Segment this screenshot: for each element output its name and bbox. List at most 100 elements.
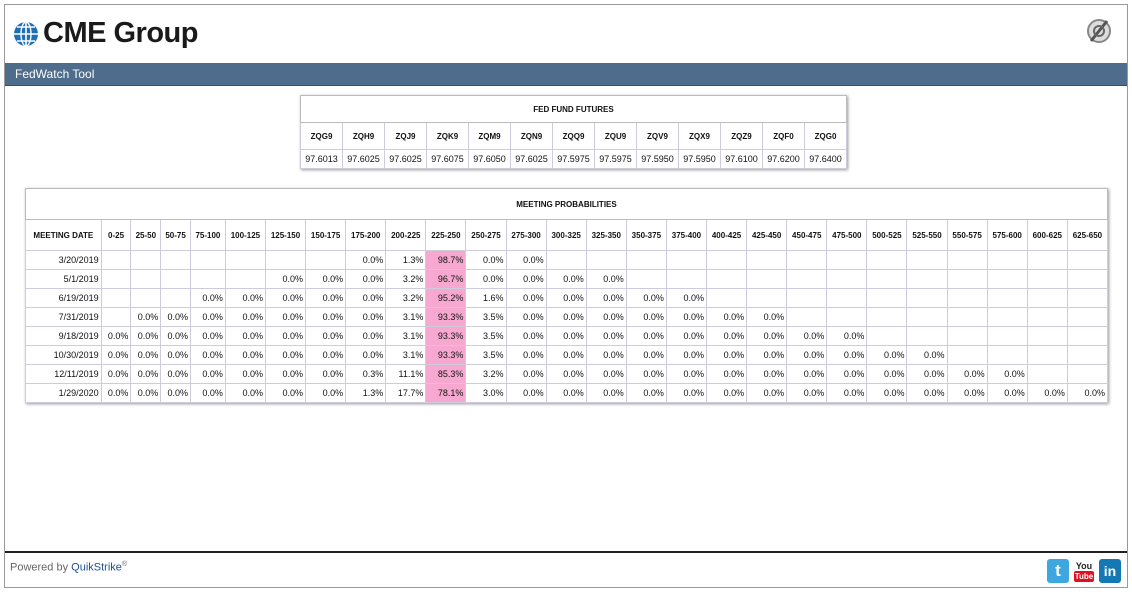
probability-cell — [224, 250, 266, 270]
probability-cell: 0.0% — [665, 383, 708, 403]
probability-cell — [866, 326, 908, 346]
probability-cell: 93.3% — [425, 326, 467, 346]
probability-cell: 0.0% — [100, 345, 132, 365]
probability-cell: 0.0% — [189, 307, 226, 327]
price-cell: 97.6200 — [762, 149, 805, 169]
probability-cell: 85.3% — [425, 364, 467, 384]
probability-cell: 0.0% — [786, 364, 828, 384]
probability-cell — [746, 288, 788, 308]
twitter-icon[interactable]: t — [1047, 559, 1069, 583]
meeting-row: 3/20/2019 0.0% 1.3% 98.7% 0.0% 0.0% — [25, 250, 1109, 270]
probability-cell: 0.0% — [264, 326, 307, 346]
probability-cell: 0.0% — [224, 345, 266, 365]
probability-cell: 0.0% — [505, 288, 547, 308]
probability-cell: 0.0% — [130, 326, 162, 346]
probability-cell: 0.0% — [625, 364, 667, 384]
column-header: ZQZ9 — [720, 122, 763, 150]
column-header: 225-250 — [425, 219, 467, 251]
probability-cell: 0.0% — [305, 383, 347, 403]
probability-cell: 0.0% — [545, 288, 587, 308]
probability-cell: 0.0% — [224, 364, 266, 384]
column-header: 100-125 — [224, 219, 266, 251]
meeting-date: 6/19/2019 — [25, 288, 102, 308]
probability-cell: 0.0% — [264, 364, 307, 384]
title-row: MEETING PROBABILITIES — [25, 188, 1108, 220]
probability-cell — [946, 345, 988, 365]
probability-cell: 0.0% — [946, 364, 988, 384]
price-cell: 97.6400 — [804, 149, 847, 169]
probability-cell: 0.0% — [746, 345, 788, 365]
probability-cell: 0.0% — [305, 326, 347, 346]
probability-cell: 0.0% — [826, 326, 868, 346]
meeting-date: 10/30/2019 — [25, 345, 102, 365]
column-header: 50-75 — [160, 219, 191, 251]
probability-cell: 3.1% — [385, 345, 427, 365]
probability-cell: 0.0% — [264, 345, 307, 365]
probability-cell: 3.1% — [385, 326, 427, 346]
probability-cell: 0.0% — [545, 326, 587, 346]
probability-cell — [189, 250, 226, 270]
column-header: 400-425 — [705, 219, 748, 251]
probability-cell — [906, 269, 948, 289]
price-cell: 97.5975 — [594, 149, 637, 169]
table-title: MEETING PROBABILITIES — [25, 188, 1108, 220]
probability-cell: 0.0% — [746, 326, 788, 346]
probability-cell — [224, 269, 266, 289]
probability-cell: 0.0% — [665, 364, 708, 384]
probability-cell: 0.0% — [665, 326, 708, 346]
probability-cell: 0.0% — [786, 383, 828, 403]
probability-cell — [786, 269, 828, 289]
column-header: ZQV9 — [636, 122, 679, 150]
probability-cell — [100, 250, 132, 270]
probability-cell: 3.0% — [465, 383, 507, 403]
probability-cell — [946, 288, 988, 308]
footer-divider — [5, 551, 1127, 553]
probability-cell: 0.0% — [665, 345, 708, 365]
probability-cell: 3.5% — [465, 326, 507, 346]
probability-cell: 0.0% — [100, 364, 132, 384]
probability-cell: 0.0% — [345, 345, 387, 365]
probability-cell: 0.0% — [545, 269, 587, 289]
probability-cell: 3.5% — [465, 345, 507, 365]
meeting-date: 7/31/2019 — [25, 307, 102, 327]
probability-cell: 0.0% — [585, 326, 627, 346]
probability-cell: 0.0% — [906, 345, 948, 365]
probability-cell — [826, 307, 868, 327]
probability-cell — [866, 250, 908, 270]
probability-cell: 0.0% — [946, 383, 988, 403]
column-header: 275-300 — [505, 219, 547, 251]
probability-cell: 3.2% — [385, 288, 427, 308]
probability-cell — [1026, 288, 1068, 308]
probability-cell — [160, 269, 191, 289]
probability-cell: 0.0% — [866, 364, 908, 384]
probability-cell: 0.0% — [545, 364, 587, 384]
meeting-date: 9/18/2019 — [25, 326, 102, 346]
probability-cell: 0.0% — [746, 307, 788, 327]
powered-by: Powered by — [10, 561, 69, 574]
probability-cell: 0.0% — [160, 345, 191, 365]
linkedin-icon[interactable]: in — [1099, 559, 1121, 583]
probability-cell — [1066, 326, 1109, 346]
column-header: MEETING DATE — [25, 219, 102, 251]
tool-icon[interactable] — [1085, 17, 1113, 45]
probability-cell — [585, 250, 627, 270]
column-header: ZQJ9 — [384, 122, 427, 150]
probability-cell — [264, 250, 307, 270]
probability-cell: 0.0% — [189, 288, 226, 308]
probability-cell: 0.0% — [866, 383, 908, 403]
column-header: 500-525 — [866, 219, 908, 251]
probability-cell: 0.0% — [224, 288, 266, 308]
probability-cell — [786, 250, 828, 270]
probability-cell — [866, 269, 908, 289]
probability-cell — [1066, 250, 1109, 270]
logo[interactable]: CME Group — [13, 17, 199, 50]
youtube-icon[interactable]: You Tube — [1073, 559, 1095, 583]
column-header: 600-625 — [1026, 219, 1068, 251]
probability-cell: 0.0% — [264, 307, 307, 327]
brand-link[interactable]: QuikStrike — [71, 561, 122, 574]
probability-cell: 0.0% — [705, 364, 748, 384]
price-cell: 97.5950 — [678, 149, 721, 169]
column-header: ZQM9 — [468, 122, 511, 150]
probability-cell: 0.0% — [189, 326, 226, 346]
probability-cell: 0.0% — [224, 307, 266, 327]
